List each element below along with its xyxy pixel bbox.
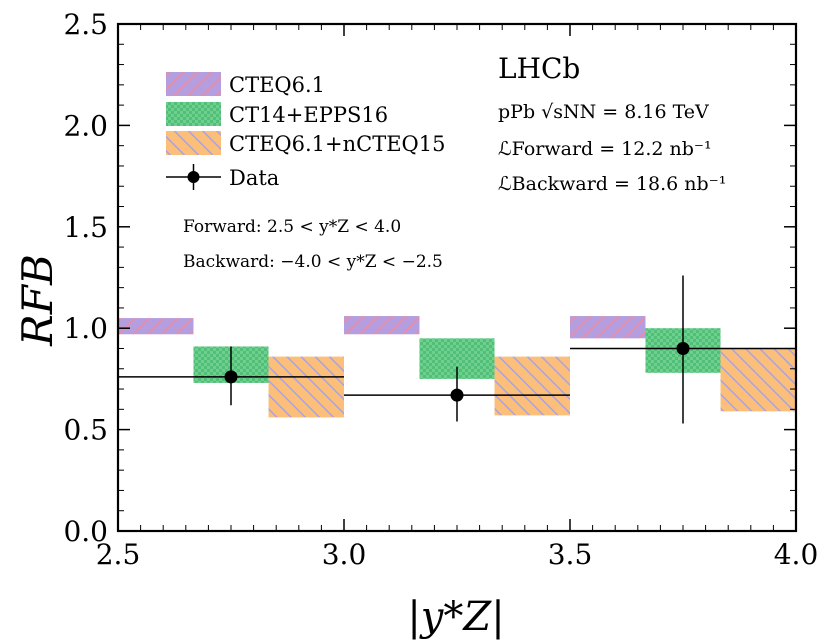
backward-range-label: Backward: −4.0 < y*Z < −2.5 <box>183 252 443 272</box>
legend-label-data: Data <box>229 166 279 190</box>
x-tick-label: 3.0 <box>322 538 367 571</box>
data-point-layer <box>118 275 796 424</box>
legend-swatch-cteq6.1 <box>166 72 221 96</box>
legend: CTEQ6.1 CT14+EPPS16 CTEQ6.1+nCTEQ15 Data <box>166 72 445 190</box>
band-ncteq15 <box>720 348 796 412</box>
band-cteq6.1 <box>118 318 194 335</box>
x-tick-label: 4.0 <box>774 538 819 571</box>
data-point <box>450 388 464 402</box>
band-cteq6.1 <box>570 316 646 339</box>
legend-label-ct14-epps16: CT14+EPPS16 <box>229 103 388 127</box>
band-cteq6.1 <box>344 316 420 335</box>
x-tick-label: 2.5 <box>96 538 141 571</box>
experiment-label: LHCb <box>498 52 580 85</box>
forward-range-label: Forward: 2.5 < y*Z < 4.0 <box>183 217 401 237</box>
tick-layer: 2.5 3.0 3.5 4.0 0.0 0.5 1.0 1.5 2.0 2.5 <box>63 8 818 571</box>
legend-label-ncteq15: CTEQ6.1+nCTEQ15 <box>229 132 445 156</box>
collision-system-label: pPb √sNN = 8.16 TeV <box>498 101 709 123</box>
lumi-forward-label: ℒForward = 12.2 nb⁻¹ <box>498 138 712 160</box>
legend-swatch-ncteq15 <box>166 131 221 155</box>
data-point <box>224 370 238 384</box>
data-point <box>676 341 690 355</box>
y-tick-label: 2.0 <box>63 109 108 142</box>
lumi-backward-label: ℒBackward = 18.6 nb⁻¹ <box>498 173 726 195</box>
y-tick-label: 1.0 <box>63 312 108 345</box>
x-tick-label: 3.5 <box>548 538 593 571</box>
legend-data-marker <box>187 171 200 183</box>
y-tick-label: 0.5 <box>63 414 108 447</box>
legend-swatch-ct14-epps16 <box>166 102 221 126</box>
y-tick-label: 0.0 <box>63 515 108 548</box>
y-tick-label: 2.5 <box>63 8 108 41</box>
x-axis-title: |y*Z| <box>407 594 504 640</box>
y-tick-label: 1.5 <box>63 211 108 244</box>
band-ncteq15 <box>494 356 570 416</box>
band-ncteq15 <box>268 356 344 418</box>
y-axis-title: RFB <box>13 254 62 347</box>
legend-label-cteq6.1: CTEQ6.1 <box>229 73 325 97</box>
